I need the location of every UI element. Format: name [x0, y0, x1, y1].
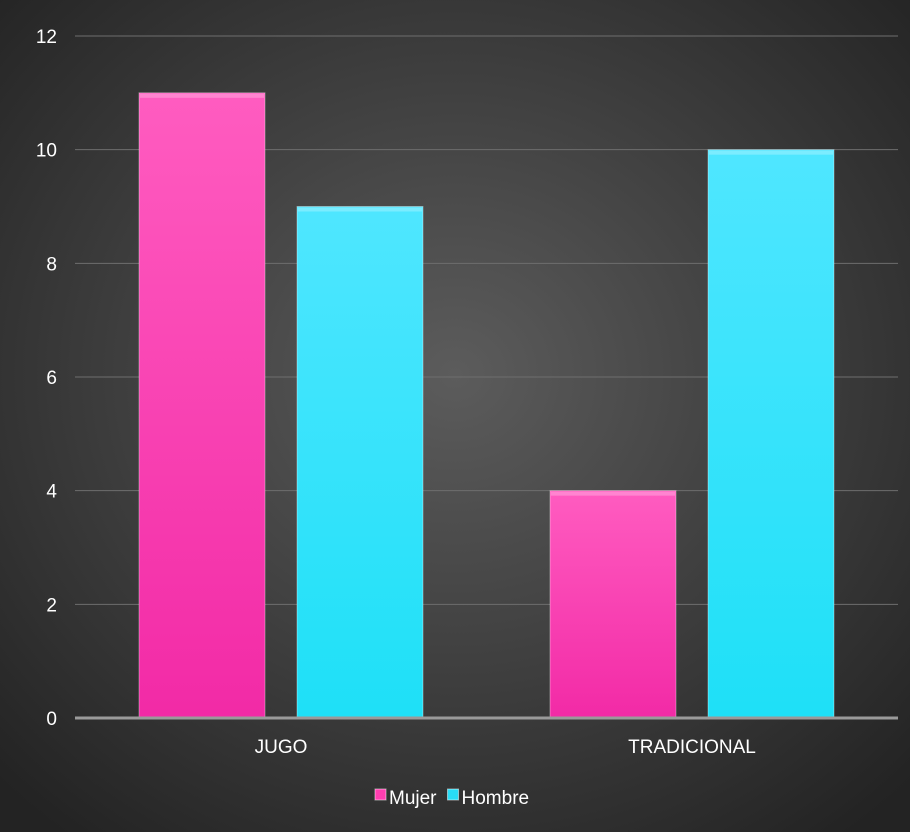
bar-hombre-tradicional	[707, 149, 835, 719]
bar-mujer-tradicional	[549, 490, 677, 719]
legend-label-hombre: Hombre	[462, 788, 530, 809]
y-tick-label: 10	[36, 141, 57, 162]
legend-swatch-mujer	[374, 788, 387, 801]
legend: Mujer Hombre	[374, 788, 530, 809]
y-tick-label: 4	[46, 482, 57, 503]
bar-highlight	[298, 207, 422, 212]
legend-label-mujer: Mujer	[389, 788, 437, 809]
legend-swatch-hombre	[447, 788, 460, 801]
x-tick-label: JUGO	[255, 737, 308, 758]
y-tick-label: 8	[46, 254, 57, 275]
bar-highlight	[709, 150, 833, 155]
y-tick-label: 0	[46, 709, 57, 730]
bar-highlight	[551, 491, 675, 496]
y-axis-ticks: 0 2 4 6 8 10 12	[36, 27, 58, 730]
bar-mujer-jugo	[138, 92, 266, 719]
bar-hombre-jugo	[296, 206, 424, 719]
y-tick-label: 2	[46, 595, 57, 616]
y-tick-label: 6	[46, 368, 57, 389]
bar-highlight	[140, 93, 264, 98]
x-axis-ticks: JUGO TRADICIONAL	[255, 737, 756, 758]
y-tick-label: 12	[36, 27, 57, 48]
x-tick-label: TRADICIONAL	[628, 737, 756, 758]
bars	[75, 92, 898, 720]
